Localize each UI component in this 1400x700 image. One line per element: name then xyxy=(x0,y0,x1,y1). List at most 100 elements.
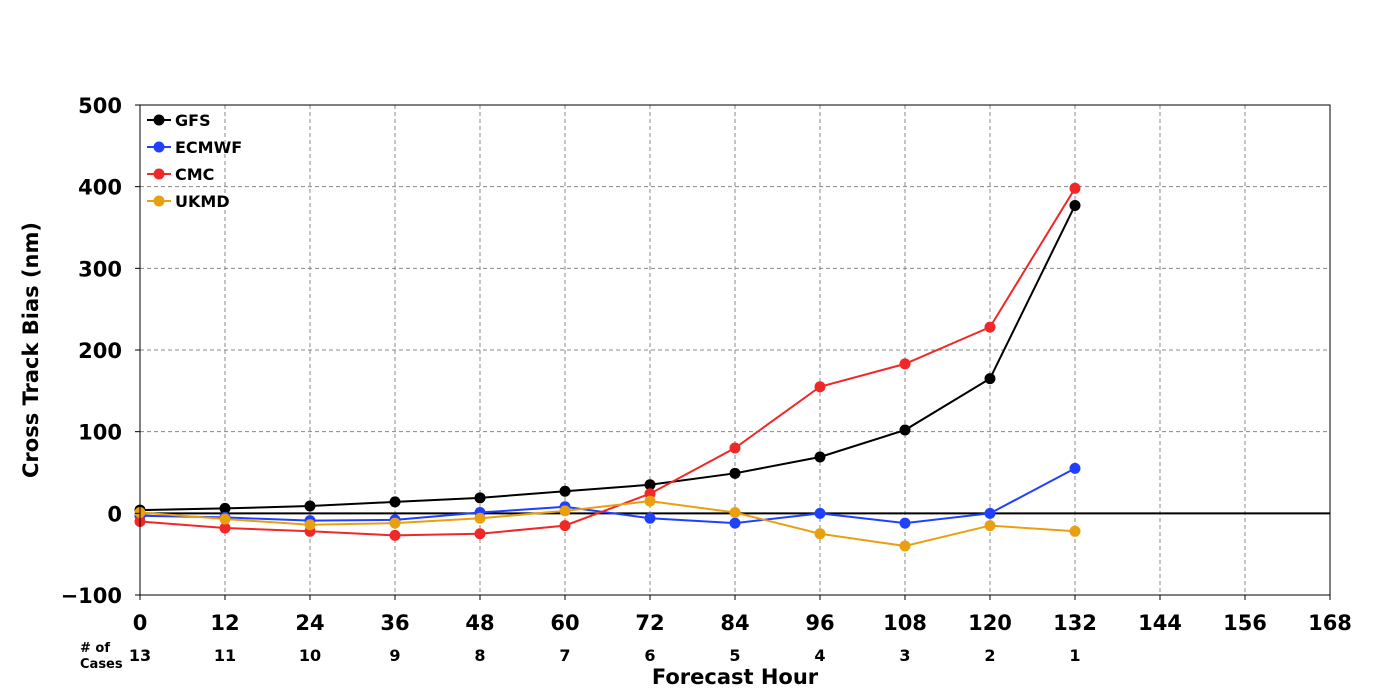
data-point xyxy=(559,485,571,497)
data-point xyxy=(474,512,486,524)
data-point xyxy=(389,517,401,529)
data-point xyxy=(644,495,656,507)
x-tick-label: 24 xyxy=(295,611,324,635)
data-point xyxy=(729,467,741,479)
series-ecmwf xyxy=(134,462,1081,529)
y-tick-label: −100 xyxy=(61,584,122,608)
legend-marker xyxy=(153,114,165,126)
legend-label: UKMD xyxy=(175,192,230,211)
x-tick-label: 12 xyxy=(210,611,239,635)
y-tick-label: 400 xyxy=(78,176,122,200)
y-tick-label: 0 xyxy=(107,502,122,526)
cases-label: # of Cases xyxy=(80,641,123,672)
case-count: 4 xyxy=(814,646,825,665)
data-point xyxy=(729,442,741,454)
data-point xyxy=(1069,182,1081,194)
data-point xyxy=(729,517,741,529)
case-count: 10 xyxy=(299,646,321,665)
series-layer xyxy=(134,182,1081,552)
x-tick-label: 60 xyxy=(550,611,579,635)
data-point xyxy=(389,529,401,541)
data-point xyxy=(219,513,231,525)
data-point xyxy=(304,519,316,531)
data-point xyxy=(729,507,741,519)
x-tick-label: 168 xyxy=(1308,611,1352,635)
series-line xyxy=(139,205,1076,512)
data-point xyxy=(644,479,656,491)
data-point xyxy=(984,321,996,333)
y-tick-label: 100 xyxy=(78,421,122,445)
data-point xyxy=(899,358,911,370)
data-point xyxy=(899,540,911,552)
legend-marker xyxy=(153,141,165,153)
legend-label: GFS xyxy=(175,111,211,130)
case-count: 11 xyxy=(214,646,236,665)
data-point xyxy=(1069,462,1081,474)
y-tick-label: 500 xyxy=(78,94,122,118)
data-point xyxy=(899,517,911,529)
data-point xyxy=(814,381,826,393)
x-tick-labels: 0 12 24 36 48 60 72 84 96 108 120 132 144 156 168 xyxy=(133,595,1352,635)
y-axis-label: Cross Track Bias (nm) xyxy=(19,222,43,478)
cases-label-line-2: Cases xyxy=(80,657,123,672)
y-tick-label: 200 xyxy=(78,339,122,363)
legend-label: ECMWF xyxy=(175,138,242,157)
legend-item-cmc: CMC xyxy=(147,165,214,184)
x-tick-label: 72 xyxy=(635,611,664,635)
data-point xyxy=(304,500,316,512)
case-count: 1 xyxy=(1069,646,1080,665)
y-tick-label: 300 xyxy=(78,257,122,281)
x-axis-label: Forecast Hour xyxy=(652,665,819,689)
legend-item-ecmwf: ECMWF xyxy=(147,138,242,157)
data-point xyxy=(474,492,486,504)
data-point xyxy=(474,528,486,540)
legend-item-ukmd: UKMD xyxy=(147,192,230,211)
series-line xyxy=(139,467,1076,525)
series-gfs xyxy=(134,199,1081,516)
case-count: 6 xyxy=(644,646,655,665)
legend-marker xyxy=(153,195,165,207)
legend-label: CMC xyxy=(175,165,214,184)
data-point xyxy=(644,512,656,524)
case-count: 9 xyxy=(389,646,400,665)
case-count: 5 xyxy=(729,646,740,665)
case-count: 13 xyxy=(129,646,151,665)
x-tick-label: 144 xyxy=(1138,611,1182,635)
data-point xyxy=(984,373,996,385)
data-point xyxy=(1069,199,1081,211)
series-ukmd xyxy=(134,495,1081,552)
data-point xyxy=(984,507,996,519)
legend-item-gfs: GFS xyxy=(147,111,211,130)
x-tick-label: 120 xyxy=(968,611,1012,635)
data-point xyxy=(559,520,571,532)
x-tick-label: 84 xyxy=(720,611,749,635)
x-tick-label: 48 xyxy=(465,611,494,635)
x-tick-label: 108 xyxy=(883,611,927,635)
data-point xyxy=(219,502,231,514)
data-point xyxy=(984,520,996,532)
data-point xyxy=(1069,525,1081,537)
x-tick-label: 96 xyxy=(805,611,834,635)
legend-marker xyxy=(153,168,165,180)
series-line xyxy=(139,500,1076,548)
case-counts: 13 11 10 9 8 7 6 5 4 3 2 1 xyxy=(129,646,1081,665)
case-count: 7 xyxy=(559,646,570,665)
x-tick-label: 132 xyxy=(1053,611,1097,635)
case-count: 8 xyxy=(474,646,485,665)
data-point xyxy=(559,505,571,517)
cases-label-line-1: # of xyxy=(80,641,110,656)
case-count: 2 xyxy=(984,646,995,665)
case-count: 3 xyxy=(899,646,910,665)
legend: GFS ECMWF CMC UKMD xyxy=(147,111,242,211)
x-tick-label: 156 xyxy=(1223,611,1267,635)
series-cmc xyxy=(134,182,1081,541)
data-point xyxy=(899,424,911,436)
x-tick-label: 0 xyxy=(133,611,148,635)
data-point xyxy=(219,522,231,534)
series-line xyxy=(139,187,1076,537)
data-point xyxy=(814,451,826,463)
y-tick-labels: −100 0 100 200 300 400 500 xyxy=(61,94,140,608)
x-tick-label: 36 xyxy=(380,611,409,635)
data-point xyxy=(814,507,826,519)
